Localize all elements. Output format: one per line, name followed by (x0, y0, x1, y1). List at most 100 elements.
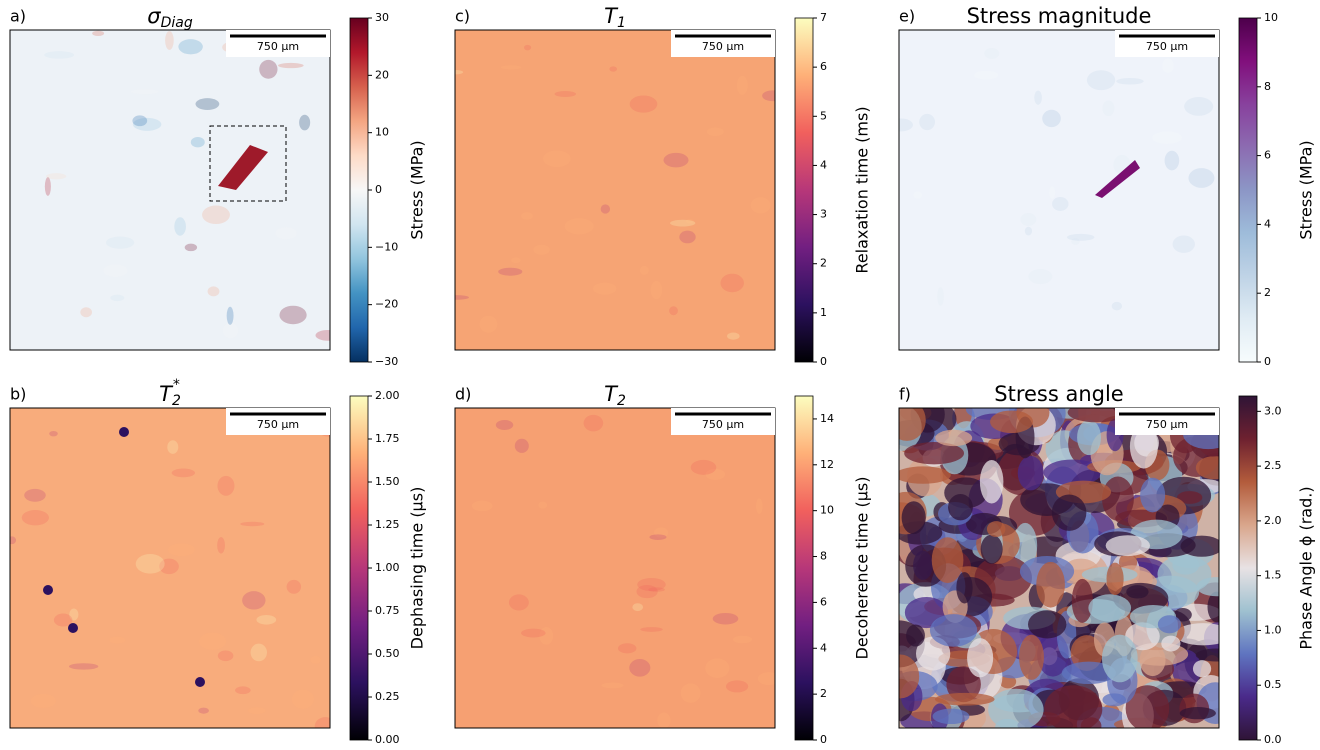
colorbar-label: Phase Angle ϕ (rad.) (1297, 486, 1316, 649)
colorbar-tick-label: 0.0 (1264, 733, 1282, 746)
texture-blob (720, 274, 743, 293)
figure: 750 µma)σDiag−30−20−100102030Stress (MPa… (0, 0, 1320, 750)
panel-label: a) (10, 7, 26, 26)
texture-blob (292, 690, 314, 709)
texture-blob (242, 591, 265, 609)
colorbar-tick-label: 10 (375, 126, 389, 139)
texture-blob (131, 89, 159, 94)
texture-blob (1196, 456, 1233, 479)
panel-title: Stress magnitude (967, 4, 1152, 28)
texture-blob (31, 694, 56, 708)
texture-blob (713, 613, 739, 624)
colorbar-tick-label: 30 (375, 11, 389, 24)
colorbar-tick-label: 12 (820, 458, 834, 471)
panel-label: d) (455, 385, 471, 404)
texture-blob (248, 707, 266, 714)
colorbar-tick-label: 4 (820, 641, 827, 654)
colorbar (350, 396, 368, 740)
colorbar-label: Stress (MPa) (408, 140, 427, 239)
texture-blob (1036, 562, 1065, 608)
feature (43, 585, 53, 595)
panel-label: e) (899, 7, 915, 26)
texture-blob (649, 534, 666, 540)
texture-blob (45, 177, 51, 196)
texture-blob (648, 587, 665, 591)
texture-blob (515, 439, 529, 453)
texture-blob (185, 244, 197, 252)
texture-blob (49, 431, 58, 436)
colorbar-tick-label: 1.25 (375, 518, 400, 531)
texture-blob (479, 316, 497, 333)
texture-blob (1052, 494, 1087, 530)
colorbar-tick-label: 2.5 (1264, 459, 1282, 472)
texture-blob (932, 537, 964, 583)
texture-blob (1193, 660, 1211, 677)
texture-blob (538, 501, 547, 508)
panel-label: f) (899, 385, 911, 404)
colorbar-tick-label: 0 (820, 733, 827, 746)
texture-blob (933, 709, 970, 724)
texture-blob (472, 501, 493, 512)
texture-blob (1158, 615, 1181, 633)
texture-blob (106, 236, 134, 248)
colorbar-label: Dephasing time (µs) (408, 487, 427, 650)
texture-blob (524, 45, 531, 50)
colorbar-tick-label: 0 (1264, 355, 1271, 368)
texture-blob (69, 663, 98, 669)
texture-blob (919, 114, 935, 130)
panel-title: σDiag (147, 4, 193, 31)
texture-blob (496, 420, 513, 430)
texture-blob (235, 686, 251, 694)
texture-blob (1028, 269, 1052, 284)
texture-blob (1161, 636, 1180, 652)
texture-blob (109, 636, 125, 643)
texture-blob (103, 264, 127, 277)
texture-blob (956, 572, 972, 603)
texture-blob (217, 476, 234, 496)
texture-blob (208, 286, 220, 296)
texture-blob (629, 659, 650, 677)
texture-blob (92, 31, 104, 36)
texture-blob (276, 227, 297, 239)
texture-blob (1180, 707, 1216, 719)
texture-blob (165, 31, 174, 50)
texture-blob (195, 98, 219, 110)
texture-blob (1042, 110, 1061, 127)
image-texture (873, 386, 1237, 742)
texture-blob (1077, 420, 1101, 455)
colorbar-tick-label: 6 (820, 60, 827, 73)
texture-blob (543, 150, 571, 167)
texture-blob (279, 306, 306, 325)
texture-blob (1173, 235, 1195, 252)
colorbar-tick-label: 2.00 (375, 389, 400, 402)
colorbar-tick-label: 1.5 (1264, 569, 1282, 582)
texture-blob (1165, 151, 1180, 171)
texture-blob (315, 330, 339, 341)
texture-blob (1087, 70, 1115, 90)
texture-blob (1116, 78, 1143, 85)
heatmap-image (455, 30, 775, 350)
panel-label: c) (455, 7, 470, 26)
texture-blob (906, 624, 925, 646)
texture-blob (632, 603, 643, 611)
texture-blob (44, 51, 74, 59)
title-sub: 2 (617, 393, 626, 409)
texture-blob (935, 430, 972, 446)
title-main: Stress magnitude (967, 4, 1152, 28)
texture-blob (727, 333, 740, 340)
scale-bar-label: 750 µm (702, 418, 744, 431)
texture-blob (881, 654, 919, 698)
texture-blob (987, 521, 1006, 537)
title-sub: 2 (172, 393, 181, 409)
texture-blob (664, 153, 689, 168)
texture-blob (498, 268, 522, 276)
panel-title: T1 (604, 4, 626, 31)
colorbar-tick-label: 0 (820, 355, 827, 368)
texture-blob (974, 71, 998, 80)
texture-blob (287, 580, 301, 594)
texture-blob (202, 206, 230, 225)
texture-blob (1162, 58, 1174, 73)
texture-blob (521, 629, 546, 638)
colorbar-tick-label: 1.00 (375, 561, 400, 574)
texture-blob (80, 307, 92, 317)
